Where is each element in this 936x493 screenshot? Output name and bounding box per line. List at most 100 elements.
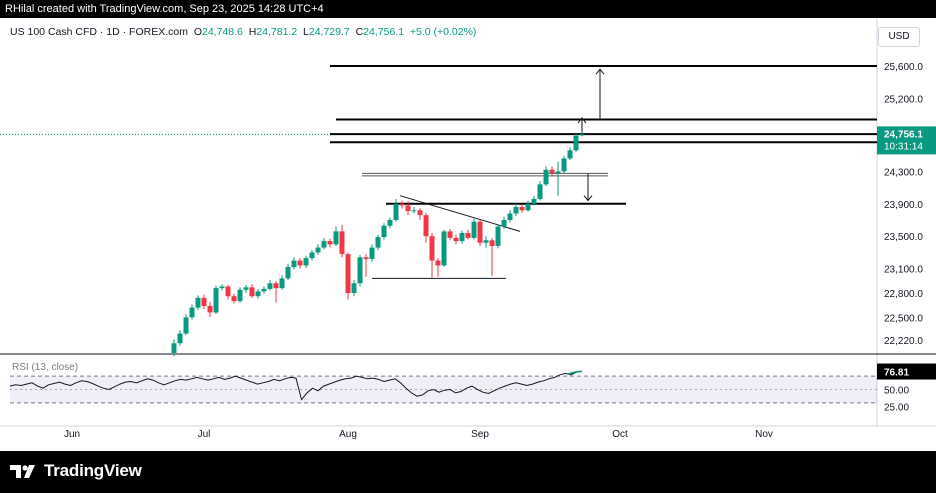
candle-body	[357, 257, 363, 284]
candle-body	[273, 283, 279, 289]
candle-body	[549, 169, 555, 174]
rsi-value-tag	[877, 363, 936, 380]
candle-body	[249, 287, 255, 297]
candle-body	[459, 232, 465, 242]
candle-body	[327, 241, 333, 245]
candle-body	[435, 260, 441, 266]
candle-body	[537, 184, 543, 199]
close-value: 24,756.1	[363, 26, 405, 38]
candle-body	[213, 288, 219, 313]
candle-body	[567, 150, 573, 159]
candle-body	[411, 210, 417, 212]
candle-body	[261, 288, 267, 292]
candle-body	[225, 286, 231, 297]
candle-body	[441, 231, 447, 266]
price-tag-value: 24,756.1	[884, 129, 923, 140]
high-value: 24,781.2	[256, 26, 298, 38]
candle-body	[399, 203, 405, 206]
candle-body	[321, 241, 327, 248]
rsi-legend: RSI (13, close)	[12, 362, 79, 373]
candle-body	[243, 287, 249, 290]
y-tick-label: 25,600.0	[884, 62, 923, 73]
candle-body	[207, 305, 213, 313]
candle-body	[279, 278, 285, 289]
candle-body	[579, 134, 585, 136]
arrow-head	[595, 68, 605, 75]
tradingview-logo-icon	[10, 465, 35, 478]
symbol-name[interactable]: US 100 Cash CFD · 1D · FOREX.com	[10, 26, 188, 38]
candle-body	[573, 135, 579, 151]
candle-body	[189, 307, 195, 318]
candle-body	[339, 231, 345, 255]
candle-body	[519, 207, 525, 211]
candle-body	[447, 231, 453, 238]
candle-body	[177, 333, 183, 344]
arrow-head	[583, 195, 593, 202]
currency-button[interactable]: USD	[878, 27, 920, 47]
x-tick-label: Jun	[64, 429, 80, 440]
y-tick-label: 22,500.0	[884, 313, 923, 324]
chart-canvas[interactable]: 25,600.0 25,200.0 24,300.0 23,900.0 23,500.0…	[0, 18, 936, 451]
candle-body	[285, 267, 291, 279]
high-label: H	[248, 26, 257, 38]
candle-body	[171, 343, 177, 353]
candle-body	[363, 257, 369, 259]
arrow-head	[577, 117, 587, 124]
candle-body	[489, 240, 495, 246]
candle-body	[495, 226, 501, 246]
tradingview-logo[interactable]: TradingView	[10, 461, 142, 481]
x-tick-label: Jul	[198, 429, 211, 440]
y-tick-label: 23,100.0	[884, 265, 923, 276]
candle-body	[303, 258, 309, 266]
rsi-value-label: 76.81	[884, 368, 909, 379]
low-value: 24,729.7	[308, 26, 350, 38]
candle-body	[201, 297, 207, 306]
open-label: O	[193, 26, 202, 38]
candle-body	[561, 158, 567, 172]
rsi-line	[9, 370, 583, 401]
rsi-overbought-segment	[567, 370, 583, 375]
candle-body	[543, 169, 549, 185]
candle-body	[483, 240, 489, 243]
candle-body	[423, 215, 429, 237]
candle-body	[315, 247, 321, 253]
attribution-bar: RHilal created with TradingView.com, Sep…	[0, 0, 936, 18]
brand-name: TradingView	[44, 461, 142, 480]
candle-body	[417, 210, 423, 216]
price-tag-countdown: 10:31:14	[884, 141, 923, 152]
candle-body	[405, 205, 411, 212]
y-tick-label: 22,220.0	[884, 336, 923, 347]
candle-body	[369, 247, 375, 259]
low-label: L	[303, 26, 309, 38]
candle-body	[465, 232, 471, 238]
candle-body	[351, 283, 357, 293]
open-value: 24,748.6	[201, 26, 243, 38]
close-label: C	[355, 26, 364, 38]
candle-body	[453, 237, 459, 242]
candle-body	[195, 297, 201, 308]
candle-body	[333, 231, 339, 245]
candle-body	[381, 225, 387, 238]
candle-body	[471, 221, 477, 238]
price-tag-box	[877, 126, 936, 155]
candle-body	[219, 286, 225, 289]
candle-body	[387, 220, 393, 226]
y-tick-label: 25,200.0	[884, 94, 923, 105]
candle-body	[237, 289, 243, 302]
candle-body	[183, 317, 189, 334]
y-tick-label: 23,900.0	[884, 200, 923, 211]
x-tick-label: Aug	[339, 429, 357, 440]
rsi-tick-label: 50.00	[884, 386, 909, 397]
change-value: +5.0 (+0.02%)	[409, 26, 477, 38]
candle-body	[297, 260, 303, 266]
candle-body	[393, 203, 399, 221]
candle-body	[507, 213, 513, 221]
candle-body	[513, 207, 519, 214]
x-tick-label: Sep	[471, 429, 489, 440]
candle-body	[531, 198, 537, 204]
candle-body	[501, 220, 507, 227]
candle-body	[477, 221, 483, 243]
x-tick-label: Nov	[755, 429, 773, 440]
footer-bar: TradingView	[0, 451, 936, 493]
candle-body	[267, 283, 273, 289]
